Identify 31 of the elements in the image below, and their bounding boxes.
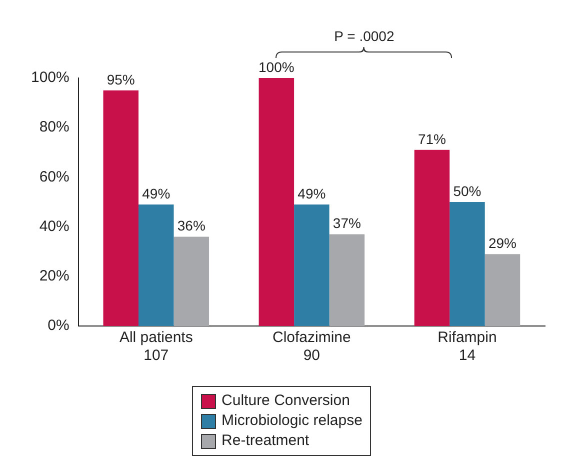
legend-label: Culture Conversion [222,391,350,411]
x-tick-label: Clofazimine 90 [272,329,351,364]
x-tick-label: All patients 107 [119,329,193,364]
y-tick-label: 60% [39,168,70,186]
bar [484,254,520,326]
data-label: 37% [332,215,361,232]
legend-label: Microbiologic relapse [222,411,362,431]
text: P = .0002 [334,28,394,44]
data-label: 100% [258,58,294,75]
y-tick-label: 20% [39,268,70,285]
data-label: 36% [177,218,206,234]
data-label: 50% [453,182,482,199]
data-label: 95% [106,71,135,88]
bar [414,150,450,326]
legend-label: Re-treatment [222,431,310,451]
x-tick-label: Rifampin 14 [438,329,497,364]
bar [329,234,365,326]
y-tick-label: 100% [30,69,70,86]
bar [258,78,294,326]
y-tick-label: 80% [39,118,70,136]
y-tick-label: 0% [48,317,70,334]
bar [294,204,330,326]
data-label: 49% [298,185,326,202]
bar [138,204,174,326]
data-label: 29% [488,234,516,251]
y-tick-label: 40% [39,218,70,235]
bar [450,202,485,326]
data-label: 71% [418,130,446,147]
bar [103,90,139,326]
bar [174,236,210,326]
data-label: 49% [142,185,170,202]
